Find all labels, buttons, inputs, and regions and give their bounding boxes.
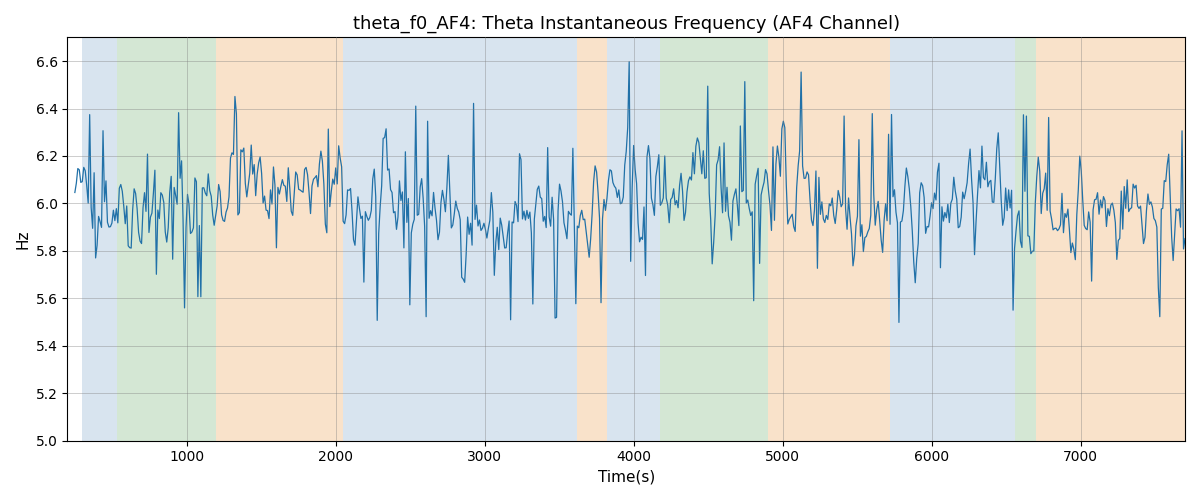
Bar bbox=[343, 38, 358, 440]
Bar bbox=[1015, 38, 1036, 440]
Bar bbox=[83, 38, 116, 440]
Bar bbox=[216, 38, 343, 440]
Bar bbox=[660, 38, 768, 440]
Bar bbox=[116, 38, 216, 440]
Bar bbox=[577, 38, 607, 440]
Bar bbox=[1036, 38, 1193, 440]
Y-axis label: Hz: Hz bbox=[16, 230, 30, 249]
Bar bbox=[607, 38, 660, 440]
Bar bbox=[358, 38, 577, 440]
Bar bbox=[890, 38, 1015, 440]
X-axis label: Time(s): Time(s) bbox=[598, 470, 655, 485]
Bar bbox=[768, 38, 890, 440]
Title: theta_f0_AF4: Theta Instantaneous Frequency (AF4 Channel): theta_f0_AF4: Theta Instantaneous Freque… bbox=[353, 15, 900, 34]
